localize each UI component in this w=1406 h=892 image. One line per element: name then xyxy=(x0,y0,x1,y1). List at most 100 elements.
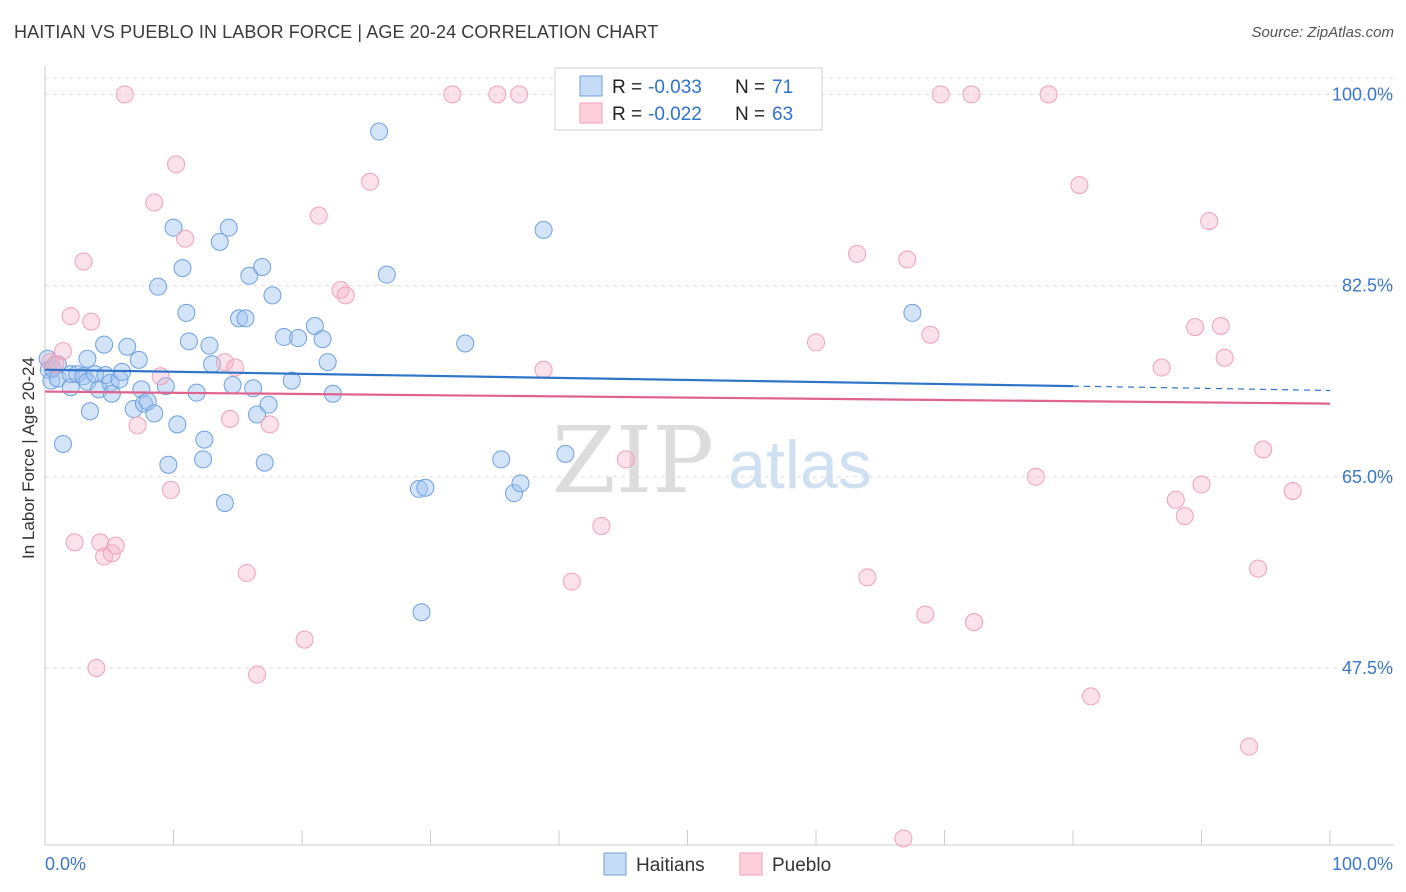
data-point-haitians xyxy=(200,336,219,355)
data-point-pueblo xyxy=(295,630,314,649)
data-point-haitians xyxy=(240,266,259,285)
data-point-pueblo xyxy=(1211,317,1230,336)
x-tick-labels: 0.0% 100.0% xyxy=(45,854,1393,874)
x-tick-label: 0.0% xyxy=(45,854,86,874)
data-point-pueblo xyxy=(1175,507,1194,526)
y-tick-label: 65.0% xyxy=(1342,467,1393,487)
data-point-haitians xyxy=(118,337,137,356)
data-point-pueblo xyxy=(87,659,106,677)
data-point-haitians xyxy=(195,430,214,449)
data-point-haitians xyxy=(80,402,99,421)
chart-title: HAITIAN VS PUEBLO IN LABOR FORCE | AGE 2… xyxy=(14,22,659,42)
data-point-pueblo xyxy=(1081,687,1100,706)
data-point-pueblo xyxy=(91,533,110,552)
data-point-pueblo xyxy=(74,252,93,271)
stats-n-value-haitians: 71 xyxy=(772,77,793,98)
data-point-haitians xyxy=(159,455,178,474)
data-point-haitians xyxy=(318,353,337,372)
data-point-pueblo xyxy=(1039,85,1058,104)
stats-box: R = -0.033 N = 71 R = -0.022 N = 63 xyxy=(554,67,823,131)
stats-n-value-pueblo: 63 xyxy=(772,104,793,125)
watermark: ZIP atlas xyxy=(552,407,872,514)
trend-line-haitians-extension xyxy=(1072,385,1331,392)
y-tick-label: 47.5% xyxy=(1342,658,1393,678)
data-point-haitians xyxy=(177,303,196,322)
data-point-pueblo xyxy=(848,244,867,263)
data-point-haitians xyxy=(236,309,255,328)
data-point-pueblo xyxy=(562,572,581,591)
data-point-haitians xyxy=(179,332,198,351)
data-point-haitians xyxy=(253,258,272,277)
trend-line-haitians xyxy=(44,368,1074,388)
data-point-haitians xyxy=(210,232,229,251)
data-point-pueblo xyxy=(1026,467,1045,486)
data-point-pueblo xyxy=(1283,482,1302,500)
data-point-haitians xyxy=(282,371,301,390)
data-point-pueblo xyxy=(534,360,553,379)
data-point-haitians xyxy=(370,122,389,141)
y-tick-labels: 100.0% 82.5% 65.0% 47.5% xyxy=(1332,84,1393,678)
data-point-pueblo xyxy=(592,516,611,535)
data-point-pueblo xyxy=(161,480,180,499)
data-point-pueblo xyxy=(1254,440,1273,459)
data-point-haitians xyxy=(248,405,267,424)
data-point-haitians xyxy=(556,444,575,463)
data-point-pueblo xyxy=(510,85,529,104)
source-credit: Source: ZipAtlas.com xyxy=(1251,24,1394,41)
data-point-haitians xyxy=(456,334,475,353)
data-point-pueblo xyxy=(1215,348,1234,367)
data-point-pueblo xyxy=(921,325,940,344)
legend-swatch-haitians xyxy=(603,852,627,876)
y-axis-label: In Labor Force | Age 20-24 xyxy=(19,357,38,559)
data-point-pueblo xyxy=(916,605,935,624)
stats-r-label-haitians: R = xyxy=(612,77,642,98)
data-point-haitians xyxy=(219,218,238,237)
data-point-haitians xyxy=(173,259,192,278)
data-point-pueblo xyxy=(65,533,84,552)
data-point-pueblo xyxy=(1166,490,1185,509)
stats-r-label-pueblo: R = xyxy=(612,104,642,125)
stats-swatch-pueblo xyxy=(579,102,603,124)
data-point-pueblo xyxy=(237,563,256,582)
legend-swatch-pueblo xyxy=(739,852,763,876)
data-point-haitians xyxy=(215,494,234,513)
data-point-haitians xyxy=(511,474,530,493)
stats-swatch-haitians xyxy=(579,75,603,97)
data-point-haitians xyxy=(412,603,431,622)
trend-line-pueblo xyxy=(44,390,1331,405)
legend-label-pueblo: Pueblo xyxy=(772,855,831,876)
data-point-pueblo xyxy=(807,333,825,352)
data-point-haitians xyxy=(156,377,175,396)
data-point-haitians xyxy=(903,303,922,322)
data-point-pueblo xyxy=(1152,358,1171,377)
x-tick-label: 100.0% xyxy=(1332,854,1393,874)
data-point-pueblo xyxy=(965,613,984,632)
data-point-pueblo xyxy=(443,85,462,104)
data-point-haitians xyxy=(95,335,114,354)
data-point-haitians xyxy=(416,478,435,497)
stats-n-label-haitians: N = xyxy=(735,77,765,98)
data-point-haitians xyxy=(168,415,187,434)
data-point-pueblo xyxy=(931,85,950,104)
data-point-haitians xyxy=(223,376,242,395)
data-point-pueblo xyxy=(167,155,186,174)
data-point-pueblo xyxy=(215,353,234,372)
data-point-pueblo xyxy=(1249,559,1268,578)
data-point-pueblo xyxy=(260,415,279,434)
data-points xyxy=(38,85,1302,848)
data-point-pueblo xyxy=(962,85,981,104)
data-point-pueblo xyxy=(331,280,350,299)
data-point-haitians xyxy=(145,404,164,423)
stats-r-value-haitians: -0.033 xyxy=(648,77,702,98)
data-point-haitians xyxy=(492,450,511,469)
data-point-pueblo xyxy=(1186,318,1205,337)
data-point-haitians xyxy=(129,350,148,369)
data-point-pueblo xyxy=(221,409,240,428)
watermark-atlas: atlas xyxy=(728,427,872,503)
data-point-haitians xyxy=(53,435,72,454)
data-point-haitians xyxy=(534,220,553,239)
data-point-pueblo xyxy=(488,85,507,104)
data-point-pueblo xyxy=(858,568,877,587)
data-point-haitians xyxy=(78,349,97,368)
